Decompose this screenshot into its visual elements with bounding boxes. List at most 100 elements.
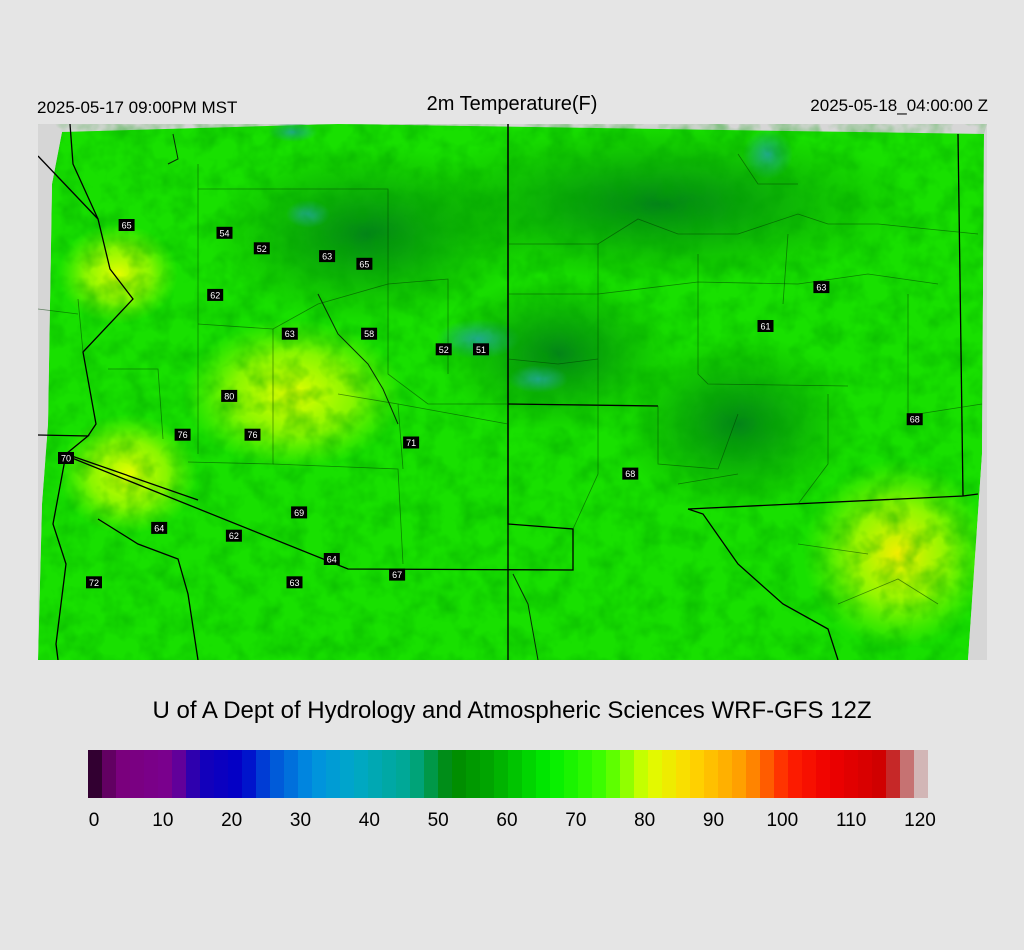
colorbar-tick-label: 80 xyxy=(634,810,656,831)
station-label-text: 64 xyxy=(154,523,164,533)
station-temperature: 63 xyxy=(813,281,830,294)
colorbar-tick-label: 10 xyxy=(152,810,174,831)
station-label-box xyxy=(319,250,336,263)
station-temperature: 52 xyxy=(435,343,452,356)
colorbar-segment xyxy=(844,750,859,798)
station-temperature: 71 xyxy=(403,436,420,449)
station-temperature: 58 xyxy=(361,327,378,340)
colorbar-segment xyxy=(578,750,593,798)
station-label-box xyxy=(216,226,233,239)
station-temperature: 68 xyxy=(906,413,923,426)
station-temperature: 62 xyxy=(225,529,242,542)
local-time-label: 2025-05-17 09:00PM MST xyxy=(37,98,238,117)
station-label-text: 52 xyxy=(257,244,267,254)
model-credit: U of A Dept of Hydrology and Atmospheric… xyxy=(152,697,872,724)
colorbar-segment xyxy=(382,750,397,798)
colorbar-segment xyxy=(522,750,537,798)
colorbar-segment xyxy=(662,750,677,798)
station-temperature: 63 xyxy=(286,576,303,589)
colorbar-segment xyxy=(676,750,691,798)
station-label-text: 80 xyxy=(224,391,234,401)
station-label-text: 63 xyxy=(289,578,299,588)
colorbar-segment xyxy=(494,750,509,798)
map-edge-fill-right xyxy=(968,124,987,660)
station-label-text: 62 xyxy=(210,290,220,300)
station-label-box xyxy=(389,568,406,581)
station-label-text: 51 xyxy=(476,345,486,355)
station-label-box xyxy=(225,529,242,542)
station-temperature: 80 xyxy=(221,389,238,402)
colorbar-segment xyxy=(368,750,383,798)
colorbar-segment xyxy=(564,750,579,798)
station-temperature: 67 xyxy=(389,568,406,581)
colorbar-segment xyxy=(760,750,775,798)
station-label-box xyxy=(86,576,102,589)
station-temperature: 63 xyxy=(281,327,298,340)
colorbar-segment xyxy=(872,750,887,798)
station-label-text: 63 xyxy=(322,252,332,262)
colorbar-segment xyxy=(354,750,369,798)
colorbar-segment xyxy=(480,750,495,798)
colorbar-tick-label: 100 xyxy=(766,810,799,831)
colorbar-segment xyxy=(312,750,327,798)
colorbar-segment xyxy=(788,750,803,798)
colorbar xyxy=(88,750,928,798)
colorbar-tick-label: 40 xyxy=(358,810,380,831)
colorbar-segment xyxy=(172,750,187,798)
colorbar-segment xyxy=(410,750,425,798)
colorbar-segment xyxy=(634,750,649,798)
colorbar-segment xyxy=(704,750,719,798)
colorbar-segment xyxy=(116,750,131,798)
colorbar-segment xyxy=(536,750,551,798)
map-edge-fill-left xyxy=(38,124,62,660)
station-label-box xyxy=(118,219,135,231)
colorbar-tick-label: 70 xyxy=(565,810,587,831)
station-label-box xyxy=(151,521,168,534)
colorbar-tick-label: 30 xyxy=(289,810,312,831)
station-labels: 65 54 52 63 65 62 63 58 52 51 63 61 80 76 76 70 71 68 68 69… xyxy=(58,219,923,589)
station-label-box xyxy=(906,413,923,426)
colorbar-segment xyxy=(774,750,789,798)
temperature-map: 65 54 52 63 65 62 63 58 52 51 63 61 80 76 76 70 71 68 68 69… xyxy=(38,124,987,660)
colorbar-segment xyxy=(270,750,285,798)
map-title: 2m Temperature(F) xyxy=(426,93,598,115)
colorbar-segment xyxy=(690,750,705,798)
station-label-text: 61 xyxy=(760,322,770,332)
station-temperature: 76 xyxy=(244,428,261,441)
colorbar-segment xyxy=(718,750,733,798)
valid-time-label: 2025-05-18_04:00:00 Z xyxy=(810,96,988,115)
station-label-box xyxy=(291,506,308,519)
colorbar-segment xyxy=(158,750,173,798)
state-borders xyxy=(38,124,979,660)
station-label-text: 76 xyxy=(178,430,188,440)
colorbar-segment xyxy=(732,750,747,798)
station-temperature: 62 xyxy=(207,288,224,301)
station-temperature: 70 xyxy=(58,452,74,464)
colorbar-segment xyxy=(256,750,271,798)
colorbar-segment xyxy=(830,750,845,798)
colorbar-segment xyxy=(424,750,439,798)
station-label-text: 68 xyxy=(910,415,920,425)
station-label-box xyxy=(323,553,340,565)
colorbar-segment xyxy=(606,750,621,798)
colorbar-segment xyxy=(88,750,103,798)
station-temperature: 68 xyxy=(622,467,639,480)
station-label-box xyxy=(221,389,238,402)
station-label-text: 71 xyxy=(406,438,416,448)
station-temperature: 52 xyxy=(253,242,270,255)
station-label-box xyxy=(813,281,830,294)
terrain-texture xyxy=(38,124,987,660)
colorbar-segment xyxy=(298,750,313,798)
colorbar-segment xyxy=(452,750,467,798)
station-temperature: 76 xyxy=(174,428,191,441)
colorbar-segment xyxy=(396,750,411,798)
colorbar-segment xyxy=(620,750,635,798)
station-label-box xyxy=(244,428,261,441)
station-label-text: 54 xyxy=(219,228,229,238)
station-label-text: 72 xyxy=(89,578,99,588)
station-label-text: 67 xyxy=(392,570,402,580)
colorbar-segment xyxy=(802,750,817,798)
colorbar-segment xyxy=(886,750,901,798)
station-label-box xyxy=(757,320,774,332)
colorbar-tick-label: 120 xyxy=(904,810,936,831)
